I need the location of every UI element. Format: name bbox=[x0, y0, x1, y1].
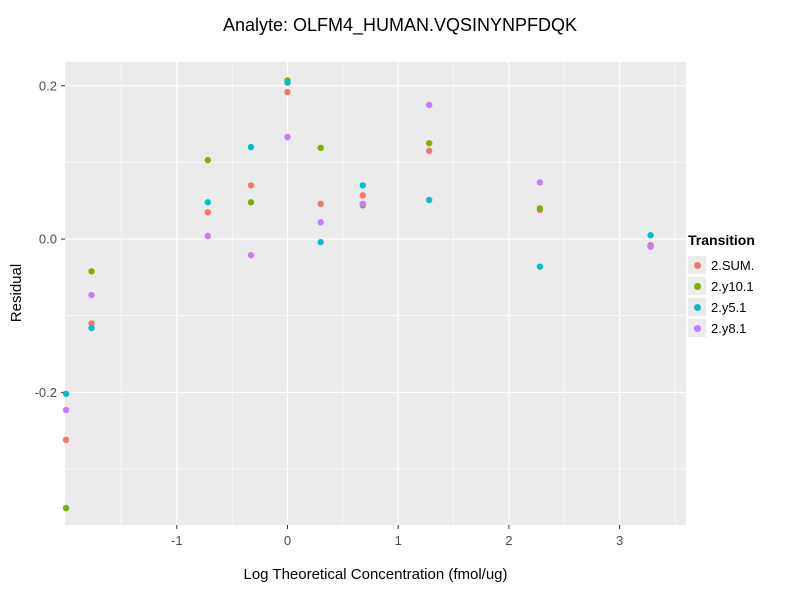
y-tick-label: 0.2 bbox=[39, 78, 57, 93]
legend-label: 2.y5.1 bbox=[711, 299, 747, 315]
data-point-2.SUM. bbox=[62, 436, 70, 444]
data-point-2.y8.1 bbox=[536, 179, 544, 186]
x-tick-label: 3 bbox=[616, 533, 623, 548]
data-point-2.y8.1 bbox=[359, 200, 366, 208]
data-point-2.SUM. bbox=[247, 182, 255, 189]
data-point-2.SUM. bbox=[359, 192, 366, 199]
legend-item-2.y5.1: 2.y5.1 bbox=[688, 297, 755, 317]
data-point-2.y5.1 bbox=[88, 324, 95, 332]
data-point-2.y10.1 bbox=[62, 504, 70, 512]
data-point-2.y5.1 bbox=[284, 79, 291, 86]
data-point-2.y10.1 bbox=[536, 205, 544, 212]
data-point-2.y10.1 bbox=[317, 144, 324, 152]
y-tick-label: 0.0 bbox=[39, 232, 57, 247]
data-point-2.y10.1 bbox=[204, 156, 211, 164]
data-point-2.SUM. bbox=[204, 209, 211, 216]
data-point-2.SUM. bbox=[284, 88, 291, 96]
data-point-2.y5.1 bbox=[647, 232, 654, 239]
legend-item-2.y8.1: 2.y8.1 bbox=[688, 318, 755, 338]
data-point-2.SUM. bbox=[425, 147, 433, 155]
data-point-2.y10.1 bbox=[425, 140, 433, 147]
data-point-2.y5.1 bbox=[247, 143, 255, 151]
data-point-2.y8.1 bbox=[284, 133, 291, 141]
legend-key bbox=[688, 277, 706, 295]
data-point-2.y8.1 bbox=[204, 232, 211, 240]
x-tick-label: 1 bbox=[395, 533, 402, 548]
legend-point-icon bbox=[693, 261, 701, 269]
legend-label: 2.y8.1 bbox=[711, 320, 747, 336]
legend-point-icon bbox=[693, 324, 701, 332]
legend: Transition 2.SUM. 2.y10.1 2.y5.1 2.y8.1 bbox=[688, 232, 755, 339]
data-point-2.y5.1 bbox=[317, 238, 324, 246]
legend-key bbox=[688, 319, 706, 337]
data-point-2.y8.1 bbox=[62, 406, 70, 414]
chart-title: Analyte: OLFM4_HUMAN.VQSINYNPFDQK bbox=[222, 15, 578, 35]
data-point-2.y5.1 bbox=[425, 196, 433, 204]
data-point-2.y10.1 bbox=[88, 268, 95, 275]
data-point-2.y5.1 bbox=[62, 390, 70, 398]
legend-key bbox=[688, 298, 706, 316]
data-point-2.y8.1 bbox=[425, 101, 433, 109]
legend-point-icon bbox=[693, 303, 701, 311]
data-point-2.SUM. bbox=[317, 200, 324, 208]
x-axis-title: Log Theoretical Concentration (fmol/ug) bbox=[243, 566, 508, 583]
legend-title: Transition bbox=[688, 232, 755, 248]
x-tick-label: 0 bbox=[284, 533, 291, 548]
data-point-2.y10.1 bbox=[247, 199, 255, 206]
legend-key bbox=[688, 256, 706, 274]
legend-item-2.y10.1: 2.y10.1 bbox=[688, 276, 755, 296]
data-point-2.y5.1 bbox=[204, 199, 211, 206]
data-point-2.y5.1 bbox=[536, 263, 544, 270]
data-point-2.y5.1 bbox=[359, 182, 366, 189]
data-point-2.y8.1 bbox=[247, 251, 255, 259]
legend-point-icon bbox=[693, 282, 701, 290]
data-point-2.y8.1 bbox=[317, 219, 324, 226]
legend-items: 2.SUM. 2.y10.1 2.y5.1 2.y8.1 bbox=[688, 255, 755, 338]
x-tick-label: 2 bbox=[505, 533, 512, 548]
legend-label: 2.SUM. bbox=[711, 257, 755, 273]
data-point-2.SUM. bbox=[88, 320, 95, 327]
plot-panel bbox=[65, 62, 686, 525]
data-point-2.y8.1 bbox=[88, 291, 95, 299]
data-point-2.y8.1 bbox=[647, 243, 654, 250]
legend-item-2.SUM.: 2.SUM. bbox=[688, 255, 755, 275]
y-tick-label: -0.2 bbox=[35, 385, 57, 400]
x-tick-label: -1 bbox=[171, 533, 183, 548]
legend-label: 2.y10.1 bbox=[711, 278, 754, 294]
